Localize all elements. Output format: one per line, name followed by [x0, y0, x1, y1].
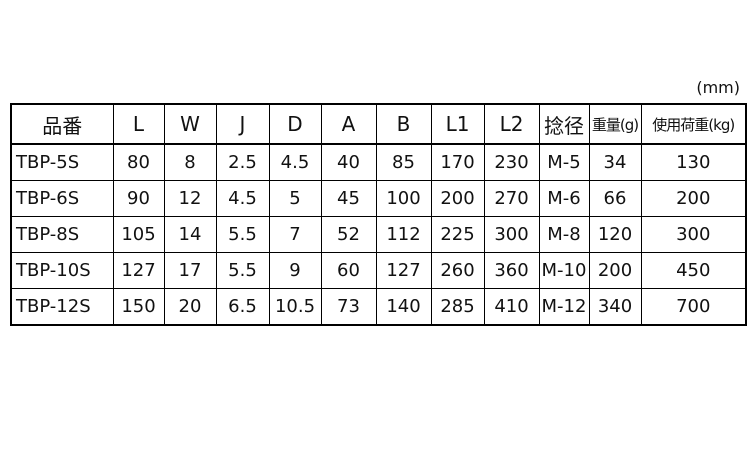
- table-cell: 120: [588, 216, 642, 253]
- table-cell: 130: [640, 143, 747, 181]
- table-cell: M-8: [538, 216, 590, 253]
- table-cell: M-12: [538, 288, 590, 326]
- part-number-cell: TBP-12S: [10, 288, 114, 326]
- table-cell: 12: [163, 180, 217, 217]
- table-cell: 80: [112, 143, 165, 181]
- table-cell: 40: [320, 143, 377, 181]
- table-cell: 225: [430, 216, 485, 253]
- column-header: J: [215, 103, 270, 145]
- table-cell: 700: [640, 288, 747, 326]
- table-cell: 73: [320, 288, 377, 326]
- table-cell: 450: [640, 252, 747, 289]
- part-number-cell: TBP-5S: [10, 143, 114, 181]
- table-row: TBP-10S 127 17 5.5 9 60 127 260 360 M-10 200 450: [10, 252, 747, 289]
- table-cell: 360: [483, 252, 540, 289]
- table-cell: M-6: [538, 180, 590, 217]
- column-header: L: [112, 103, 165, 145]
- table-cell: 90: [112, 180, 165, 217]
- table-row: TBP-5S 80 8 2.5 4.5 40 85 170 230 M-5 34 130: [10, 143, 747, 181]
- table-cell: 100: [375, 180, 432, 217]
- table-cell: 105: [112, 216, 165, 253]
- table-cell: 112: [375, 216, 432, 253]
- column-header: 品番: [10, 103, 114, 145]
- table-cell: 150: [112, 288, 165, 326]
- table-cell: 8: [163, 143, 217, 181]
- table-cell: 9: [268, 252, 322, 289]
- part-number-cell: TBP-6S: [10, 180, 114, 217]
- table-cell: 66: [588, 180, 642, 217]
- column-header: B: [375, 103, 432, 145]
- unit-label: (mm): [696, 78, 740, 97]
- table-cell: 20: [163, 288, 217, 326]
- table-cell: 270: [483, 180, 540, 217]
- table-cell: 5: [268, 180, 322, 217]
- table-cell: 300: [640, 216, 747, 253]
- column-header: W: [163, 103, 217, 145]
- part-number-cell: TBP-10S: [10, 252, 114, 289]
- table-cell: 6.5: [215, 288, 270, 326]
- table-cell: 230: [483, 143, 540, 181]
- table-row: TBP-12S 150 20 6.5 10.5 73 140 285 410 M-12 340 700: [10, 288, 747, 326]
- table-cell: 17: [163, 252, 217, 289]
- table-cell: 14: [163, 216, 217, 253]
- column-header: 使用荷重(kg): [640, 103, 747, 145]
- table-cell: 170: [430, 143, 485, 181]
- column-header: L2: [483, 103, 540, 145]
- table-cell: 140: [375, 288, 432, 326]
- table-cell: M-5: [538, 143, 590, 181]
- table-cell: 34: [588, 143, 642, 181]
- table-cell: 200: [640, 180, 747, 217]
- table-cell: 410: [483, 288, 540, 326]
- table-cell: 52: [320, 216, 377, 253]
- table-row: TBP-8S 105 14 5.5 7 52 112 225 300 M-8 120 300: [10, 216, 747, 253]
- table-cell: 260: [430, 252, 485, 289]
- table-cell: 127: [112, 252, 165, 289]
- table-cell: 200: [430, 180, 485, 217]
- header-row: 品番 L W J D A B L1 L2 捻径 重量(g) 使用荷重(kg): [10, 103, 747, 145]
- table-cell: 5.5: [215, 216, 270, 253]
- column-header: 捻径: [538, 103, 590, 145]
- column-header: 重量(g): [588, 103, 642, 145]
- table-cell: 200: [588, 252, 642, 289]
- table-cell: 127: [375, 252, 432, 289]
- column-header: D: [268, 103, 322, 145]
- part-number-cell: TBP-8S: [10, 216, 114, 253]
- column-header: L1: [430, 103, 485, 145]
- table-cell: 5.5: [215, 252, 270, 289]
- table-cell: 340: [588, 288, 642, 326]
- table-cell: 285: [430, 288, 485, 326]
- table-cell: M-10: [538, 252, 590, 289]
- table-cell: 300: [483, 216, 540, 253]
- table-cell: 45: [320, 180, 377, 217]
- table-cell: 60: [320, 252, 377, 289]
- table-cell: 2.5: [215, 143, 270, 181]
- table-cell: 10.5: [268, 288, 322, 326]
- table-cell: 7: [268, 216, 322, 253]
- table-row: TBP-6S 90 12 4.5 5 45 100 200 270 M-6 66 200: [10, 180, 747, 217]
- column-header: A: [320, 103, 377, 145]
- table-cell: 4.5: [215, 180, 270, 217]
- spec-table: 品番 L W J D A B L1 L2 捻径 重量(g) 使用荷重(kg) TBP-5S 80 8 2.5…: [10, 103, 747, 326]
- table-cell: 4.5: [268, 143, 322, 181]
- table-cell: 85: [375, 143, 432, 181]
